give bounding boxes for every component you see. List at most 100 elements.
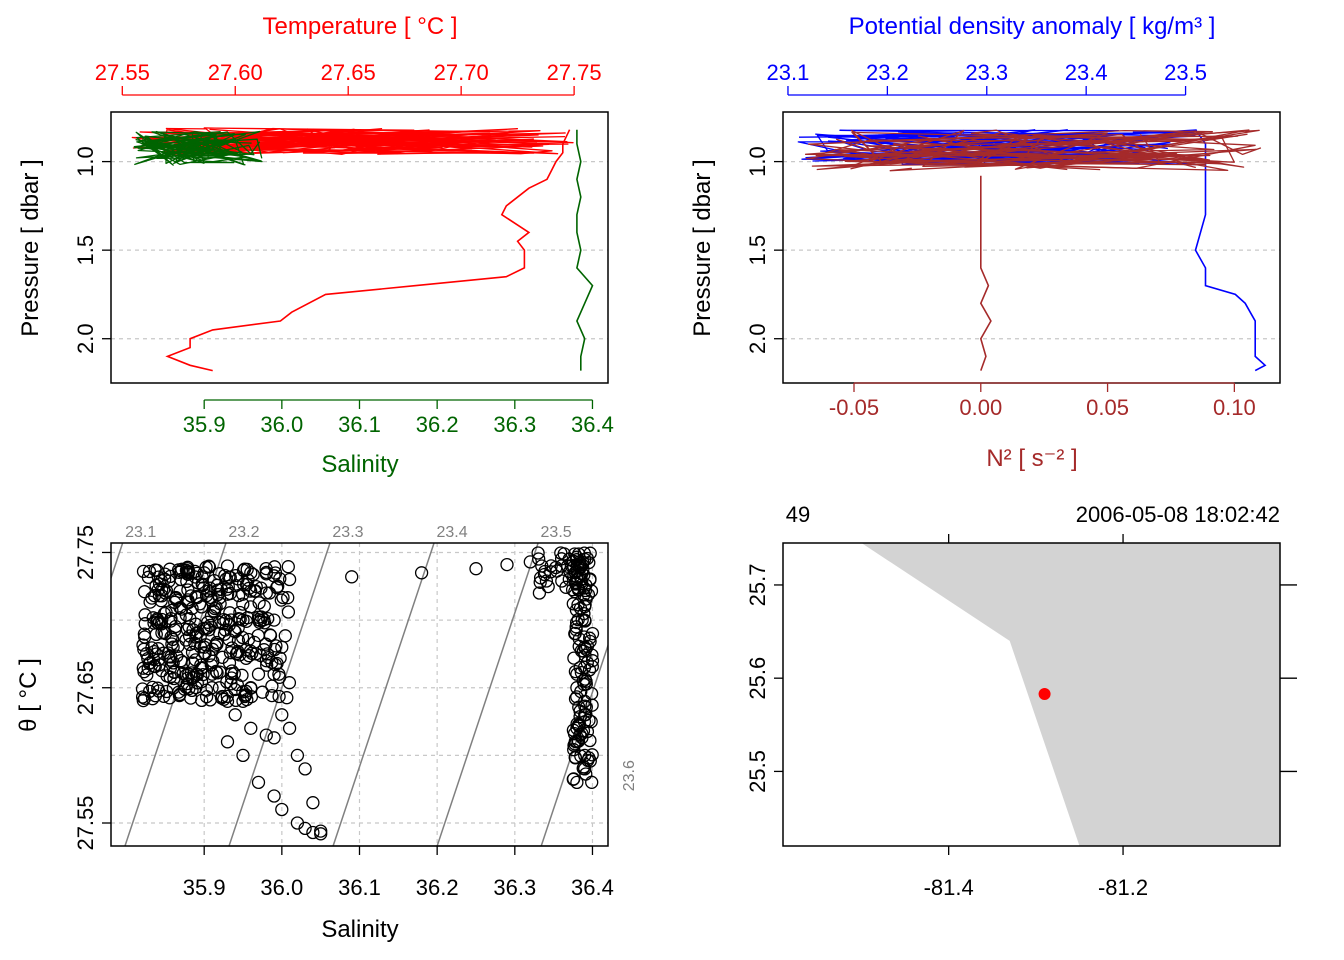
ts-point [306, 796, 320, 810]
density-axis-title: Potential density anomaly [ kg/m³ ] [849, 13, 1216, 40]
ts-point [194, 600, 209, 614]
x-tick-label: 35.9 [183, 875, 226, 900]
ts-point [532, 586, 547, 600]
ts-point [261, 650, 276, 665]
longitude-axis: -81.4 -81.2 [924, 534, 1148, 900]
ts-point [202, 649, 216, 663]
ts-point [268, 566, 283, 580]
ts-point [180, 565, 195, 580]
temperature-loop [188, 131, 569, 155]
pressure-axis: 1.0 1.5 2.0 [745, 146, 783, 354]
x-tick-label: -0.05 [829, 395, 879, 420]
ts-point [209, 600, 223, 614]
y-tick-label: 1.5 [73, 235, 98, 266]
n2-axis-title: N² [ s⁻² ] [986, 445, 1077, 472]
isopycnal-line [332, 543, 435, 846]
pressure-axis-title: Pressure [ dbar ] [689, 159, 716, 336]
y-tick-label: 27.75 [73, 525, 98, 580]
ts-point [137, 691, 152, 705]
isopycnal-label: 23.1 [125, 524, 156, 541]
temperature-profile-line [165, 129, 571, 372]
ts-point [268, 658, 283, 672]
ts-point [166, 681, 180, 695]
isopycnal-lines [111, 543, 608, 846]
ts-point [251, 610, 266, 624]
ts-point [242, 581, 256, 595]
y-tick-label: 27.65 [73, 660, 98, 715]
pressure-axis: 1.0 1.5 2.0 [73, 146, 111, 354]
ts-point [583, 733, 597, 748]
ts-point [231, 621, 245, 635]
y-tick-label: 2.0 [73, 323, 98, 354]
density-axis: 23.1 23.2 23.3 23.4 23.5 [767, 60, 1207, 96]
ts-point [269, 639, 283, 653]
ts-point [165, 603, 179, 618]
ts-point [267, 789, 281, 803]
n2-profile-line [979, 175, 992, 371]
ts-point [225, 641, 239, 655]
n2-spike [805, 131, 1239, 165]
ts-point [182, 595, 196, 610]
n2-spike [865, 133, 1235, 166]
ts-point [196, 621, 211, 636]
ts-point [578, 648, 592, 662]
ts-point [238, 688, 252, 702]
salinity-loop [146, 138, 263, 159]
ts-point [239, 578, 254, 592]
ts-point [188, 653, 203, 667]
x-tick-label: 27.65 [321, 60, 376, 85]
profile-density-n2-panel: 23.1 23.2 23.3 23.4 23.5 -0.05 0.00 0.05 0.10 1… [689, 13, 1281, 472]
ts-point [580, 724, 595, 739]
ts-point [159, 584, 174, 598]
ts-point [227, 667, 241, 681]
isopycnal-line [228, 543, 331, 846]
isopycnal-label: 23.5 [541, 524, 572, 541]
x-tick-label: 27.60 [208, 60, 263, 85]
ts-point [281, 560, 295, 574]
ts-point [202, 623, 216, 637]
station-number-label: 49 [786, 502, 810, 527]
ts-point [174, 602, 189, 616]
ts-point [188, 564, 202, 579]
theta-axis-title: θ [ °C ] [15, 658, 42, 732]
y-tick-label: 1.5 [745, 235, 770, 266]
ts-point [165, 637, 179, 651]
ts-point [278, 629, 292, 643]
salinity-axis-title: Salinity [321, 451, 398, 478]
ts-point [210, 637, 224, 651]
ts-point [573, 728, 587, 742]
isopycnal-labels: 23.1 23.2 23.3 23.4 23.5 23.6 [125, 524, 638, 791]
x-tick-label: -81.4 [924, 875, 974, 900]
ts-point [182, 629, 197, 643]
ts-point [203, 693, 217, 707]
x-tick-label: 23.2 [866, 60, 909, 85]
x-tick-label: 0.05 [1086, 395, 1129, 420]
station-marker[interactable] [1038, 688, 1051, 701]
ts-point [252, 596, 266, 610]
ts-point [135, 682, 150, 696]
ts-point [272, 689, 286, 704]
land-polygon [861, 543, 1280, 846]
ts-point [544, 565, 558, 579]
ts-point [139, 647, 154, 661]
ts-point [236, 748, 250, 763]
y-tick-label: 25.7 [745, 564, 770, 607]
ts-point [282, 572, 297, 587]
ts-point [220, 675, 234, 689]
ts-point [565, 583, 580, 597]
ts-point [208, 601, 222, 616]
pressure-axis-title: Pressure [ dbar ] [17, 159, 44, 336]
ts-point [576, 674, 590, 688]
ts-point [141, 570, 156, 584]
ts-point [216, 616, 230, 631]
ts-point [137, 585, 152, 599]
ts-point [168, 619, 183, 634]
ts-point [275, 708, 289, 722]
ts-point [138, 617, 152, 631]
ts-diagram-panel: 23.1 23.2 23.3 23.4 23.5 23.6 35.9 36.0 36.1 36.… [15, 524, 638, 943]
ts-point [280, 691, 294, 705]
isopycnal-line [436, 543, 539, 846]
ts-point [155, 612, 169, 627]
ts-point [236, 597, 250, 611]
